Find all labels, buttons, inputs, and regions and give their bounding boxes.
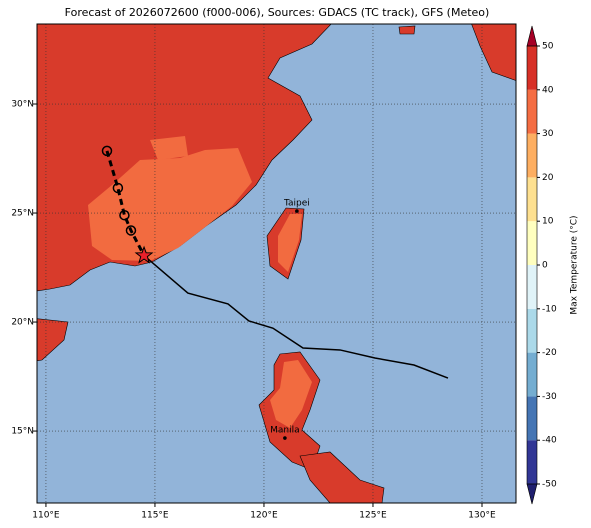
x-tick-label: 115°E [141,511,169,521]
land-region [88,148,252,261]
colorbar-tick-label: -10 [542,304,557,314]
colorbar-band [527,396,537,441]
colorbar-tick-label: 50 [542,42,554,52]
colorbar-tick-label: 10 [542,217,554,227]
y-tick-label: 30°N [11,100,34,110]
island [37,318,69,362]
colorbar-tick-label: 0 [542,261,548,271]
map-frame [36,23,517,504]
x-tick-label: 130°E [468,511,496,521]
colorbar-label: Max Temperature (°C) [570,215,580,314]
track-point [125,225,137,236]
track-point [112,182,124,194]
island [299,451,385,503]
colorbar-tick-label: -20 [542,348,557,358]
city-label: Manila [270,426,300,436]
y-tick-label: 15°N [11,427,34,437]
colorbar-band [527,133,537,178]
island [398,25,416,35]
colorbar-band [527,352,537,397]
land-region [150,136,188,160]
city-marker [295,209,299,213]
colorbar-tick-label: 40 [542,85,554,95]
colorbar-tick-label: -50 [542,480,557,490]
colorbar-tick-label: 20 [542,173,554,183]
colorbar-tick-label: 30 [542,129,554,139]
track-point [101,145,113,157]
city-marker [283,436,287,440]
colorbar-band [527,440,537,484]
colorbar-band [527,177,537,222]
y-tick-label: 25°N [11,209,34,219]
island [471,24,516,81]
current-position [134,245,154,264]
forecast-track [143,254,449,379]
colorbar-extend [526,25,538,47]
track-point [119,209,130,221]
colorbar-tick-label: -30 [542,392,557,402]
x-tick-label: 110°E [32,511,60,521]
colorbar-extend [526,483,538,505]
colorbar-band [527,265,537,309]
map: Taipei Manila [37,24,516,503]
city-label: Taipei [283,199,310,209]
chart-title: Forecast of 2026072600 (f000-006), Sourc… [65,6,490,19]
past-track [105,150,146,257]
colorbar-band [527,221,537,265]
colorbar-band [527,308,537,353]
colorbar-band [527,89,537,134]
y-tick-label: 20°N [11,318,34,328]
land-region [270,360,312,428]
land-region [278,214,302,272]
x-tick-label: 120°E [250,511,278,521]
colorbar-tick-label: -40 [542,436,557,446]
colorbar-band [527,46,537,90]
x-tick-label: 125°E [359,511,387,521]
